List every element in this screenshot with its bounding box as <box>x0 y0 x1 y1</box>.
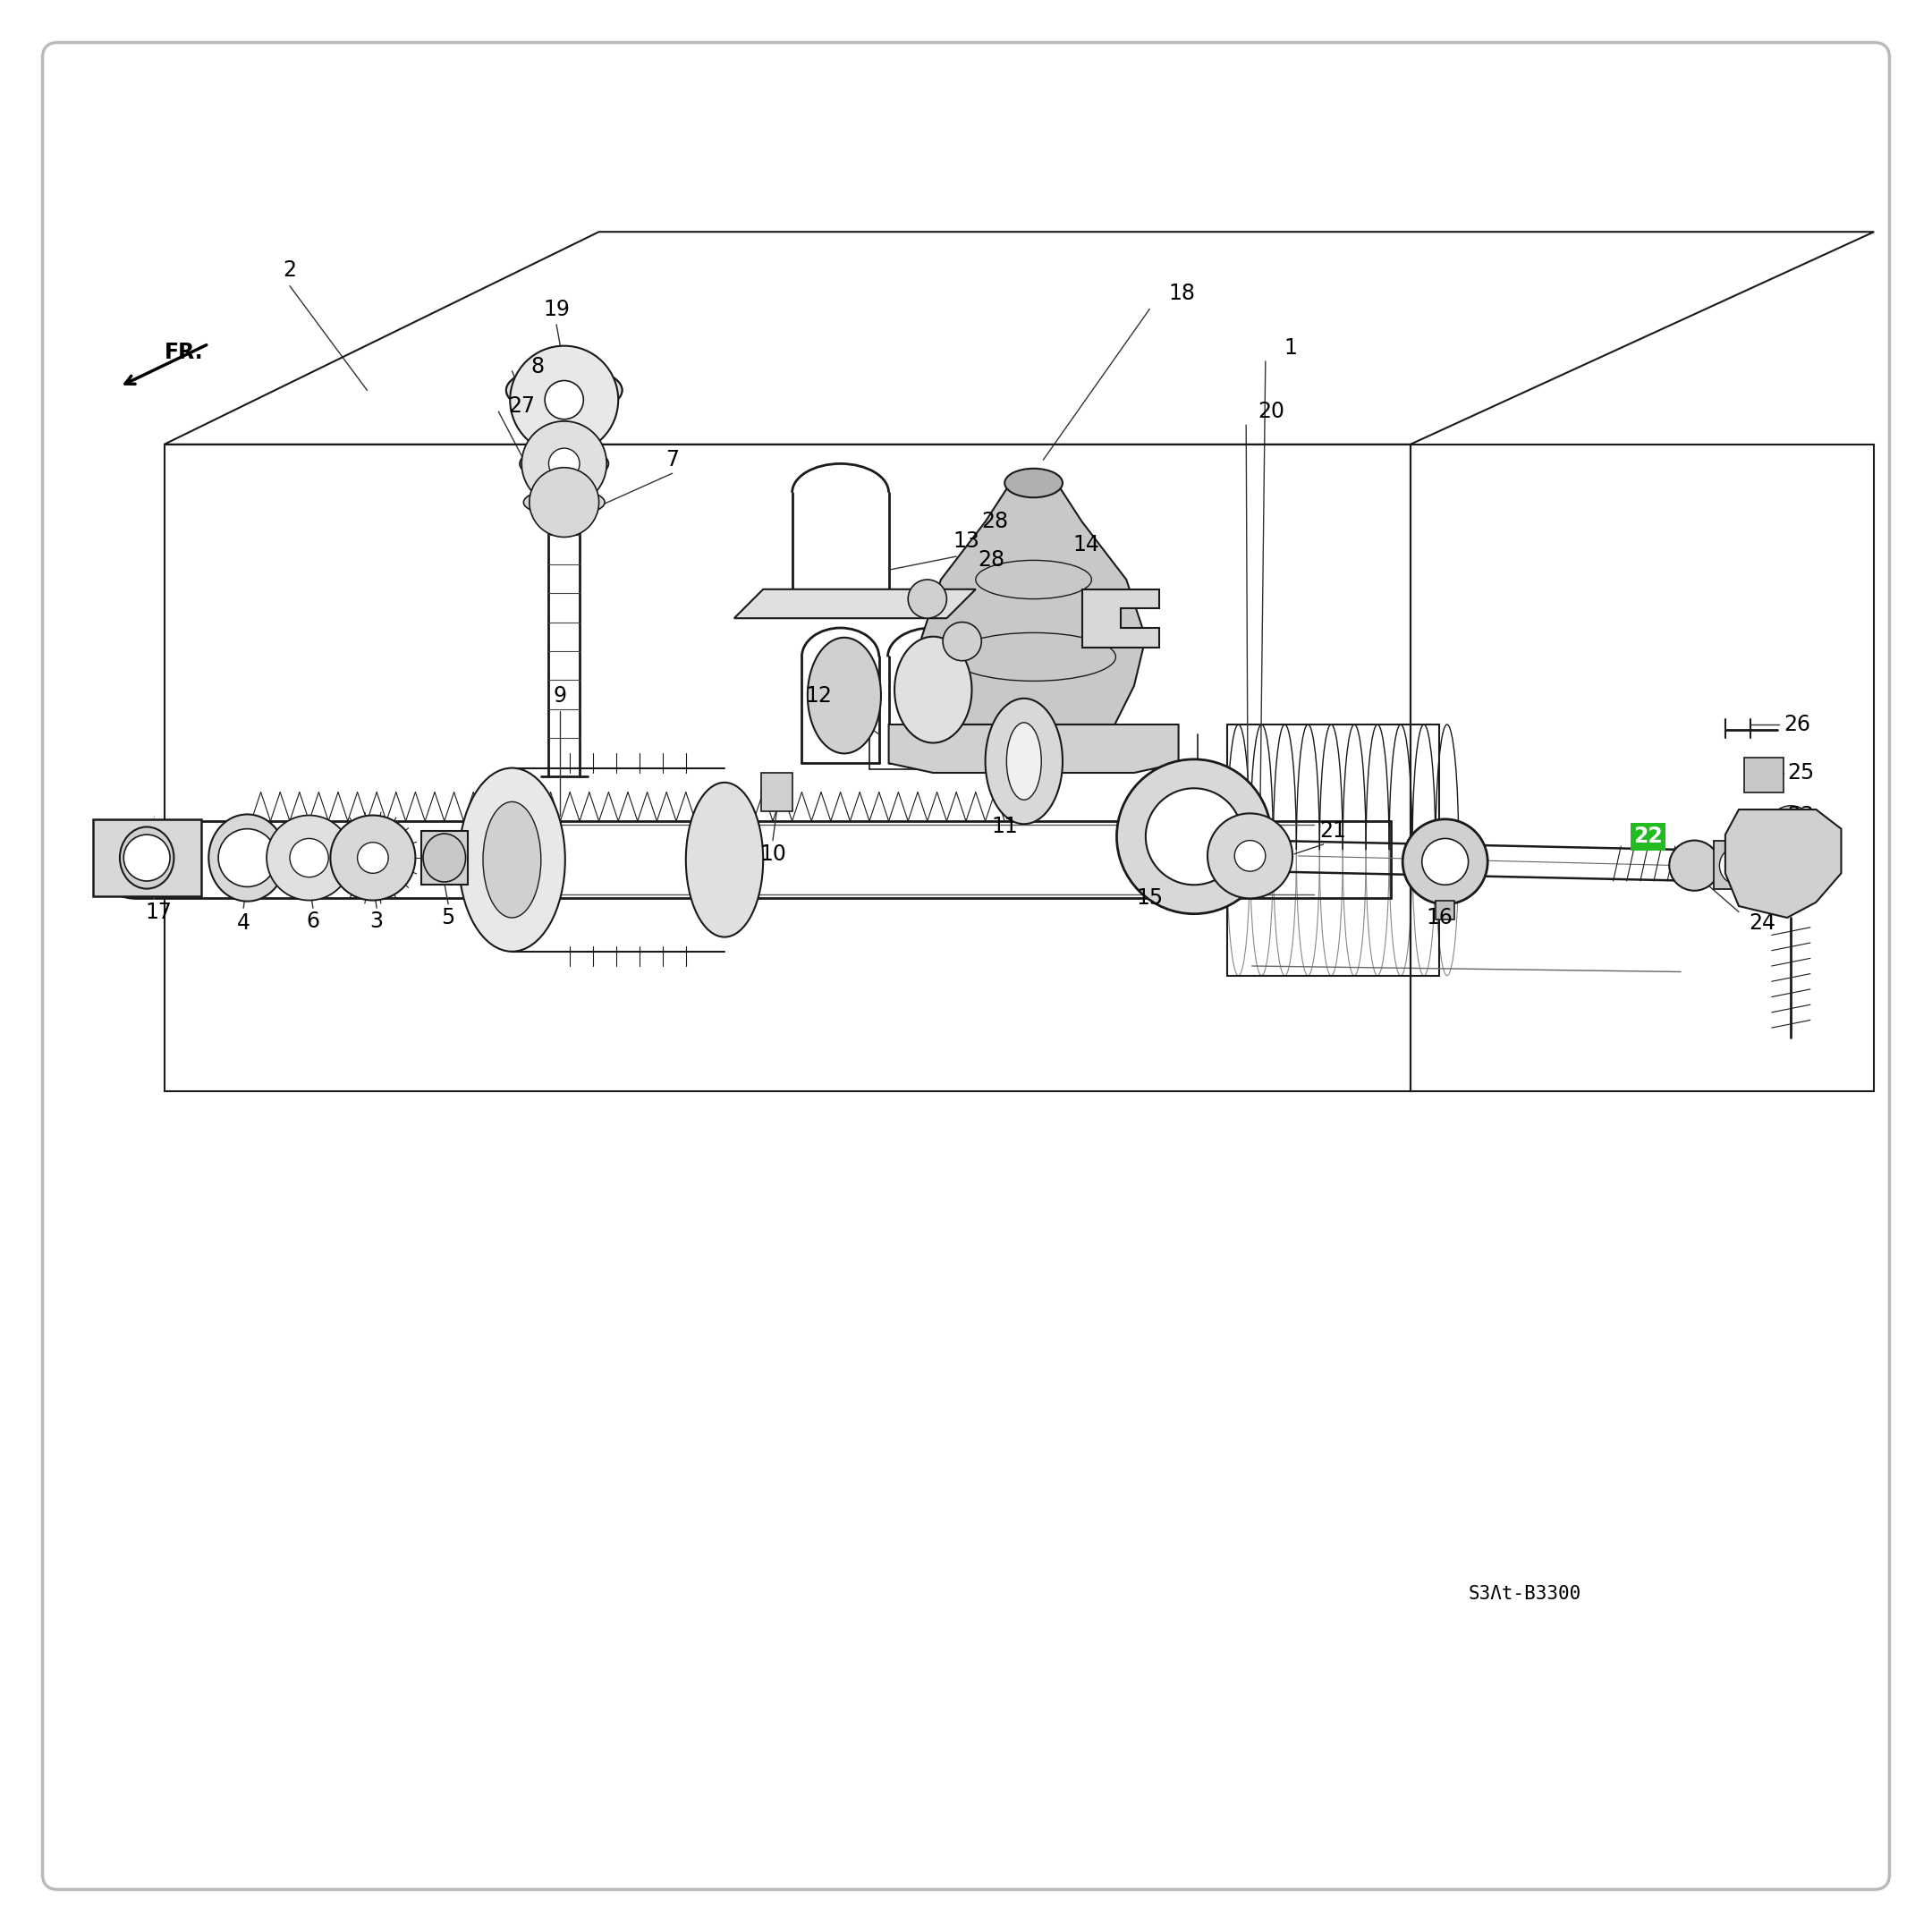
Text: 26: 26 <box>1783 713 1810 736</box>
Circle shape <box>510 346 618 454</box>
Text: 23: 23 <box>1787 804 1814 827</box>
Polygon shape <box>889 724 1179 773</box>
Polygon shape <box>1725 810 1841 918</box>
Text: 10: 10 <box>759 842 786 866</box>
Circle shape <box>1768 806 1814 852</box>
Text: 21: 21 <box>1320 819 1347 842</box>
Ellipse shape <box>985 697 1063 823</box>
Ellipse shape <box>209 815 286 900</box>
Circle shape <box>330 815 415 900</box>
Bar <box>1745 757 1783 792</box>
Text: 13: 13 <box>952 529 980 553</box>
Text: S3Λt-B3300: S3Λt-B3300 <box>1468 1584 1580 1604</box>
Text: 12: 12 <box>806 684 833 707</box>
Text: 24: 24 <box>1748 912 1776 935</box>
Text: FR.: FR. <box>164 342 203 363</box>
Circle shape <box>1146 788 1242 885</box>
Circle shape <box>1719 846 1758 885</box>
Ellipse shape <box>120 827 174 889</box>
Polygon shape <box>1082 589 1159 647</box>
Text: 27: 27 <box>508 394 535 417</box>
Circle shape <box>908 580 947 618</box>
Ellipse shape <box>895 636 972 742</box>
FancyBboxPatch shape <box>43 43 1889 1889</box>
Text: 22: 22 <box>1633 825 1663 848</box>
Bar <box>761 773 792 811</box>
Text: 28: 28 <box>981 510 1009 533</box>
Text: 1: 1 <box>1285 336 1296 359</box>
Ellipse shape <box>1005 468 1063 497</box>
Circle shape <box>357 842 388 873</box>
Polygon shape <box>922 483 1146 724</box>
Polygon shape <box>734 589 976 618</box>
Text: 18: 18 <box>1169 282 1196 305</box>
Ellipse shape <box>1007 723 1041 800</box>
Circle shape <box>522 421 607 506</box>
Ellipse shape <box>524 489 605 516</box>
Ellipse shape <box>520 446 609 481</box>
Ellipse shape <box>460 767 564 951</box>
Circle shape <box>1669 840 1719 891</box>
Text: 9: 9 <box>554 684 566 707</box>
Text: 6: 6 <box>307 910 319 933</box>
Ellipse shape <box>808 638 881 753</box>
Text: 2: 2 <box>284 259 296 282</box>
Bar <box>421 831 468 885</box>
Circle shape <box>124 835 170 881</box>
Circle shape <box>1208 813 1293 898</box>
Circle shape <box>1235 840 1265 871</box>
Bar <box>1435 900 1455 920</box>
Circle shape <box>290 838 328 877</box>
Ellipse shape <box>506 365 622 413</box>
Ellipse shape <box>506 365 622 413</box>
Circle shape <box>1117 759 1271 914</box>
Circle shape <box>545 381 583 419</box>
Circle shape <box>1403 819 1488 904</box>
Bar <box>1714 840 1762 889</box>
Text: 25: 25 <box>1787 761 1814 784</box>
Circle shape <box>529 468 599 537</box>
Text: 19: 19 <box>543 298 570 321</box>
Ellipse shape <box>483 802 541 918</box>
Circle shape <box>218 829 276 887</box>
Text: 17: 17 <box>145 900 172 923</box>
Circle shape <box>267 815 352 900</box>
Polygon shape <box>93 819 201 896</box>
Text: 8: 8 <box>529 355 545 379</box>
Text: 16: 16 <box>1426 906 1453 929</box>
Text: 7: 7 <box>667 448 678 471</box>
Text: 15: 15 <box>1136 887 1163 910</box>
Ellipse shape <box>686 782 763 937</box>
Circle shape <box>549 448 580 479</box>
Text: 28: 28 <box>978 549 1005 572</box>
Ellipse shape <box>423 835 466 881</box>
Circle shape <box>943 622 981 661</box>
Text: 5: 5 <box>440 906 456 929</box>
Circle shape <box>1422 838 1468 885</box>
Text: 11: 11 <box>991 815 1018 838</box>
Text: 3: 3 <box>371 910 383 933</box>
Text: 4: 4 <box>238 912 249 935</box>
Text: 20: 20 <box>1258 400 1285 423</box>
Text: 14: 14 <box>1072 533 1099 556</box>
